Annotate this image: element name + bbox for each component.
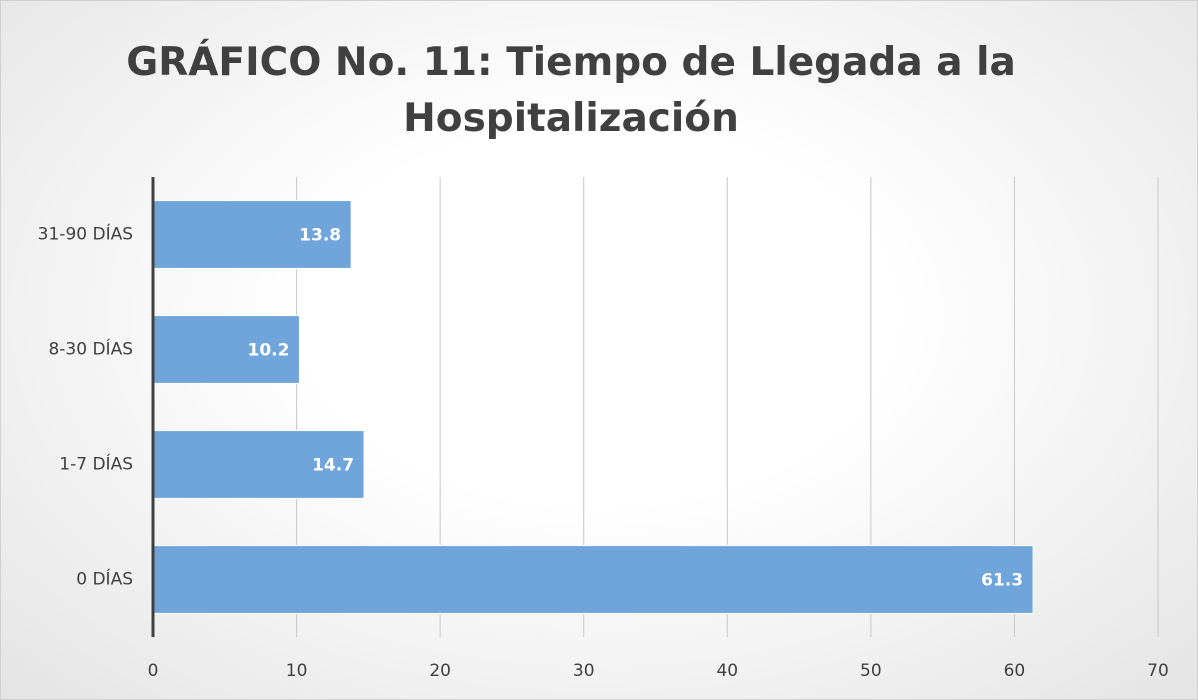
x-tick-label: 0 xyxy=(148,661,159,681)
bar xyxy=(152,200,352,269)
x-tick-label: 40 xyxy=(716,661,738,681)
value-label: 61.3 xyxy=(981,571,1023,591)
x-tick-label: 30 xyxy=(573,661,595,681)
y-tick-label: 0 DÍAS xyxy=(76,568,133,590)
value-label: 13.8 xyxy=(299,226,341,246)
x-tick-label: 50 xyxy=(860,661,882,681)
bar xyxy=(152,430,365,499)
x-tick-label: 10 xyxy=(286,661,308,681)
bar xyxy=(152,315,300,384)
value-label: 14.7 xyxy=(312,456,354,476)
bar xyxy=(152,545,1034,614)
y-tick-label: 8-30 DÍAS xyxy=(48,338,133,360)
y-tick-label: 31-90 DÍAS xyxy=(38,223,133,245)
y-tick-label: 1-7 DÍAS xyxy=(59,453,133,475)
x-tick-label: 20 xyxy=(429,661,451,681)
value-label: 10.2 xyxy=(247,341,289,361)
x-tick-label: 70 xyxy=(1147,661,1169,681)
x-tick-label: 60 xyxy=(1004,661,1026,681)
chart-title: GRÁFICO No. 11: Tiempo de Llegada a la H… xyxy=(126,40,1016,141)
